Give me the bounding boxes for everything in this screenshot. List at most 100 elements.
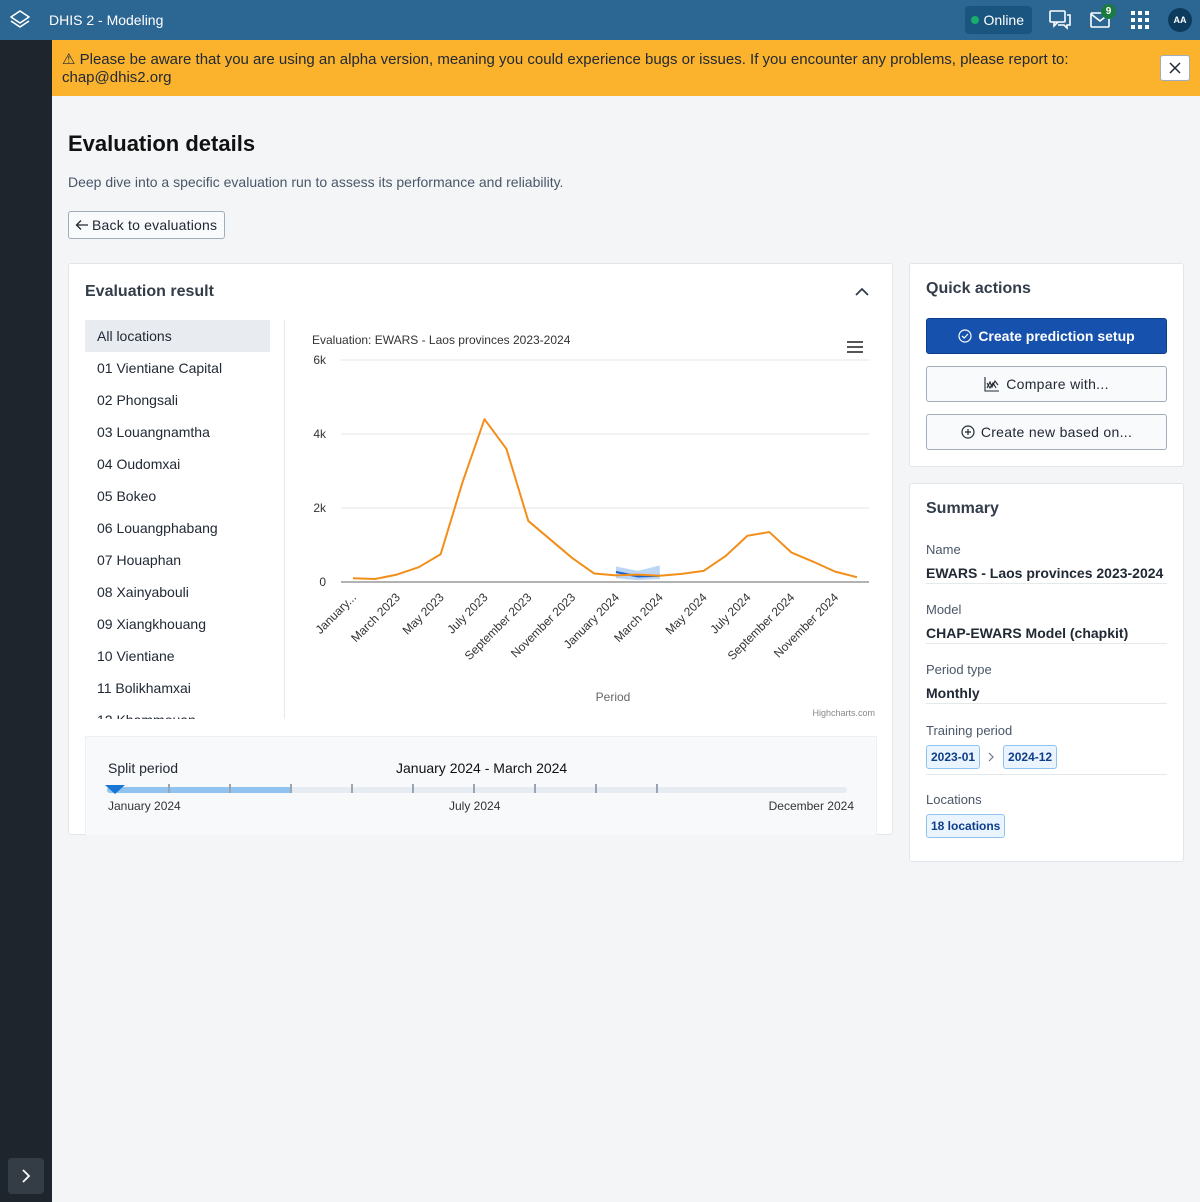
y-tick-label: 2k <box>313 501 327 515</box>
check-circle-icon <box>958 329 972 343</box>
summary-card: Summary Name EWARS - Laos provinces 2023… <box>909 483 1184 862</box>
location-list-item[interactable]: 02 Phongsali <box>97 392 178 408</box>
summary-period-type-row: Period type Monthly <box>926 662 1167 704</box>
split-period-range: January 2024 - March 2024 <box>396 760 568 776</box>
x-tick-label: May 2023 <box>400 590 447 637</box>
model-value: CHAP-EWARS Model (chapkit) <box>926 625 1129 641</box>
quick-actions-title: Quick actions <box>926 280 1031 297</box>
split-period-label: Split period <box>108 760 179 776</box>
locations-count-tag: 18 locations <box>926 814 1006 838</box>
chart-svg: Evaluation: EWARS - Laos provinces 2023-… <box>312 333 875 718</box>
split-period-tick <box>351 784 353 793</box>
location-list-item[interactable]: 04 Oudomxai <box>97 456 181 472</box>
split-period-fill <box>107 787 292 793</box>
x-tick-label: July 2024 <box>707 590 753 636</box>
location-list-item[interactable]: All locations <box>85 320 270 352</box>
chevron-up-icon[interactable] <box>854 284 870 300</box>
compare-with-button[interactable]: Compare with... <box>926 366 1167 402</box>
summary-name-row: Name EWARS - Laos provinces 2023-2024 <box>926 542 1167 584</box>
alpha-warning-alert: ⚠ Please be aware that you are using an … <box>52 40 1200 96</box>
evaluation-chart: Evaluation: EWARS - Laos provinces 2023-… <box>295 320 885 720</box>
location-list-item[interactable]: 03 Louangnamtha <box>97 424 210 440</box>
online-label: Online <box>983 12 1024 28</box>
split-period-tick <box>656 784 658 793</box>
dhis2-logo-icon[interactable] <box>0 0 40 40</box>
split-period-tick <box>534 784 536 793</box>
location-list-item[interactable]: 07 Houaphan <box>97 552 182 568</box>
y-tick-label: 0 <box>319 575 326 589</box>
sidebar-expand-button[interactable] <box>8 1158 44 1194</box>
interpretations-button[interactable] <box>1040 0 1080 40</box>
header-bar: DHIS 2 - Modeling Online 9 AA <box>0 0 1200 40</box>
split-period-tick <box>595 784 597 793</box>
model-label: Model <box>926 602 962 617</box>
location-list-item[interactable]: 06 Louangphabang <box>97 520 218 536</box>
sidebar <box>0 40 52 1202</box>
create-prediction-setup-button[interactable]: Create prediction setup <box>926 318 1167 354</box>
split-period-tick <box>412 784 414 793</box>
location-list-item[interactable]: 05 Bokeo <box>97 488 157 504</box>
split-period-tick <box>473 784 475 793</box>
online-dot-icon <box>970 16 979 24</box>
chevron-right-icon <box>988 752 994 762</box>
create-new-based-on-button[interactable]: Create new based on... <box>926 414 1167 450</box>
apps-menu-button[interactable] <box>1120 0 1160 40</box>
split-period-tick <box>168 784 170 793</box>
split-mid-label: July 2024 <box>449 799 501 813</box>
y-tick-label: 6k <box>313 353 327 367</box>
page-title: Evaluation details <box>68 131 256 156</box>
add-circle-icon <box>961 425 975 439</box>
training-end-tag: 2024-12 <box>1003 745 1058 769</box>
chart-credits: Highcharts.com <box>812 708 875 718</box>
name-value: EWARS - Laos provinces 2023-2024 <box>926 565 1164 581</box>
summary-locations-row: Locations 18 locations <box>926 792 1167 843</box>
split-start-label: January 2024 <box>108 799 181 813</box>
close-icon <box>1169 62 1181 74</box>
user-avatar[interactable]: AA <box>1168 8 1192 32</box>
chevron-right-icon <box>22 1169 31 1183</box>
location-list-item[interactable]: 09 Xiangkhouang <box>97 616 206 632</box>
split-period-tick <box>290 784 292 793</box>
location-list-item[interactable]: 12 Khammouan <box>85 704 270 719</box>
training-start-tag: 2023-01 <box>926 745 981 769</box>
location-list-item[interactable]: 10 Vientiane <box>97 648 175 664</box>
summary-training-period-row: Training period 2023-01 2024-12 <box>926 723 1167 775</box>
page-subtitle: Deep dive into a specific evaluation run… <box>68 174 564 190</box>
messages-count-badge: 9 <box>1101 4 1116 19</box>
back-button-label: Back to evaluations <box>92 217 218 233</box>
messages-button[interactable]: 9 <box>1080 0 1120 40</box>
period-type-label: Period type <box>926 662 992 677</box>
location-list-item[interactable]: 01 Vientiane Capital <box>97 360 223 376</box>
split-period-track[interactable] <box>107 787 847 793</box>
quick-actions-card: Quick actions Create prediction setup Co… <box>909 263 1184 467</box>
alert-close-button[interactable] <box>1160 55 1190 81</box>
back-to-evaluations-button[interactable]: Back to evaluations <box>68 211 226 239</box>
evaluation-result-title: Evaluation result <box>85 283 214 300</box>
location-list-item[interactable]: 08 Xainyabouli <box>97 584 189 600</box>
app-title: DHIS 2 - Modeling <box>49 12 164 28</box>
alert-message: ⚠ Please be aware that you are using an … <box>62 51 1069 86</box>
location-list-item[interactable]: 11 Bolikhamxai <box>97 680 191 696</box>
name-label: Name <box>926 542 961 557</box>
summary-title: Summary <box>926 500 999 517</box>
location-list: All locations 01 Vientiane Capital 02 Phon… <box>85 320 285 719</box>
chart-compare-icon <box>984 377 1000 392</box>
training-period-label: Training period <box>926 723 1013 738</box>
x-tick-label: July 2023 <box>444 590 490 636</box>
arrow-left-icon <box>75 220 88 230</box>
apps-grid-icon <box>1131 11 1149 29</box>
split-period-tick <box>229 784 231 793</box>
x-axis-title: Period <box>596 690 631 704</box>
online-status-badge: Online <box>964 6 1032 34</box>
split-period-panel: Split period January 2024 - March 2024 J… <box>85 736 877 835</box>
create-new-label: Create new based on... <box>980 424 1133 440</box>
summary-model-row: Model CHAP-EWARS Model (chapkit) <box>926 602 1167 644</box>
period-type-value: Monthly <box>926 685 980 701</box>
actual-cases-line <box>352 418 858 581</box>
split-period-handle[interactable] <box>105 785 125 794</box>
chart-menu-icon[interactable] <box>844 337 866 357</box>
locations-label: Locations <box>926 792 982 807</box>
evaluation-result-card: Evaluation result All locations 01 Vienti… <box>68 263 893 835</box>
chart-title: Evaluation: EWARS - Laos provinces 2023-… <box>312 333 571 347</box>
chat-icon <box>1049 10 1071 30</box>
